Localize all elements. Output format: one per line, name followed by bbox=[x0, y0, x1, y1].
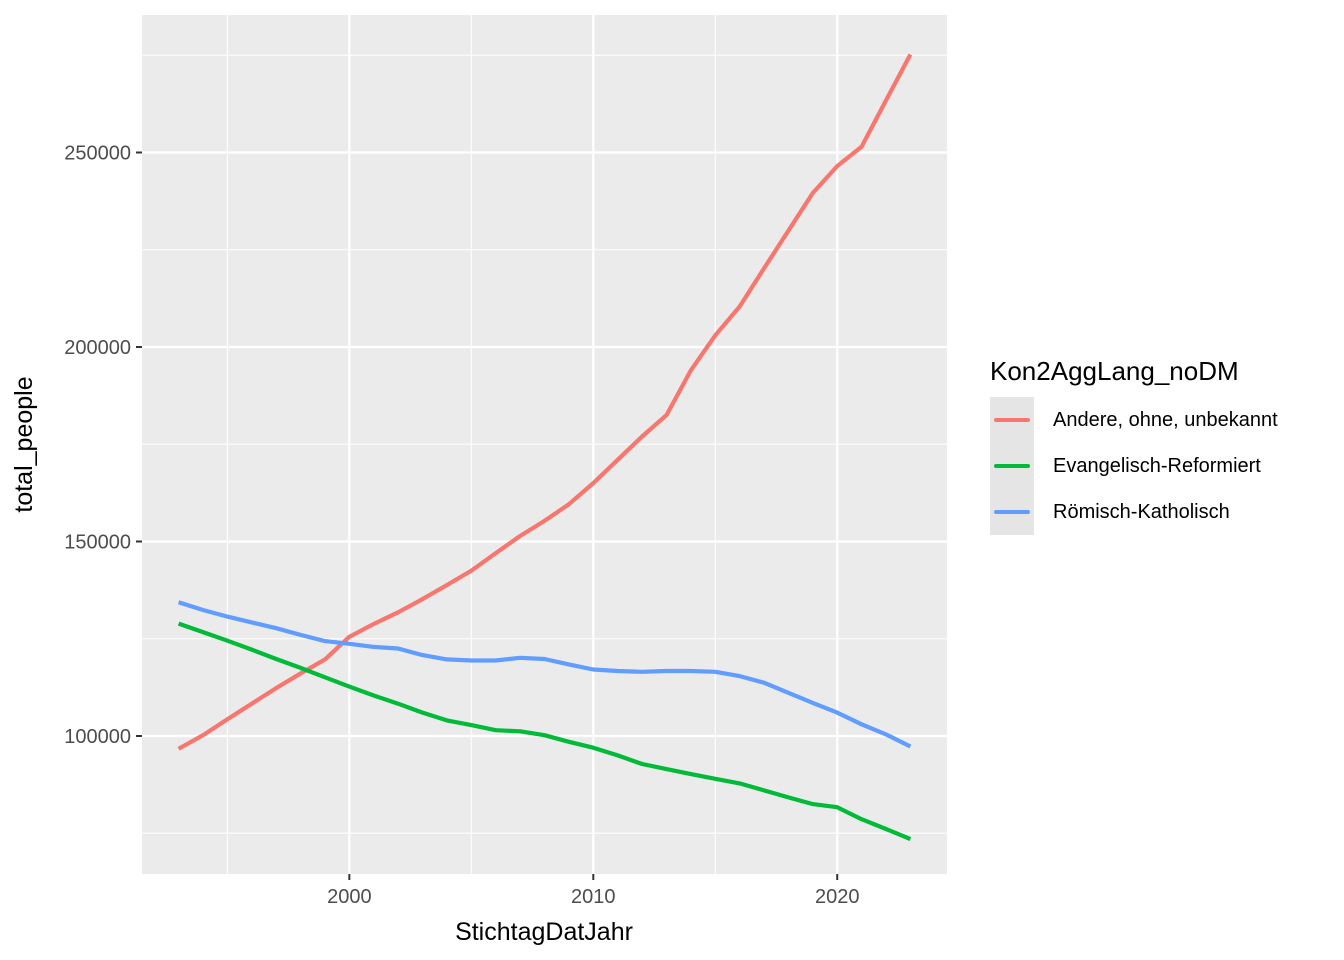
legend-item: Evangelisch-Reformiert bbox=[990, 443, 1278, 489]
legend-item-label: Römisch-Katholisch bbox=[1053, 500, 1230, 523]
axis-tick-marks bbox=[136, 151, 839, 880]
legend-key-line bbox=[994, 463, 1030, 469]
legend-item-label: Andere, ohne, unbekannt bbox=[1053, 408, 1278, 431]
x-tick-label: 2000 bbox=[327, 886, 372, 908]
axis-tick-labels: 2000 2010 2020 100000 150000 200000 250000 bbox=[64, 143, 859, 908]
series-line bbox=[177, 600, 912, 749]
legend-keys: Andere, ohne, unbekannt Evangelisch-Refo… bbox=[990, 397, 1278, 535]
y-tick-label: 100000 bbox=[64, 726, 131, 748]
legend-key-line bbox=[994, 509, 1030, 515]
y-tick-label: 150000 bbox=[64, 531, 131, 553]
y-tick-label: 250000 bbox=[64, 143, 131, 165]
legend-item: Römisch-Katholisch bbox=[990, 489, 1278, 535]
series-line bbox=[177, 53, 913, 751]
legend-key-swatch bbox=[990, 443, 1034, 489]
series-line bbox=[177, 621, 912, 842]
legend-title: Kon2AggLang_noDM bbox=[990, 356, 1239, 386]
x-axis-title: StichtagDatJahr bbox=[455, 918, 633, 946]
legend-key-swatch bbox=[990, 397, 1034, 443]
legend: Kon2AggLang_noDM Andere, ohne, unbekannt… bbox=[990, 357, 1278, 535]
legend-item-label: Evangelisch-Reformiert bbox=[1053, 454, 1261, 477]
y-tick-label: 200000 bbox=[64, 337, 131, 359]
major-gridlines bbox=[142, 15, 947, 874]
legend-key-line bbox=[994, 417, 1030, 423]
legend-key-swatch bbox=[990, 489, 1034, 535]
series-lines bbox=[177, 53, 913, 842]
legend-item: Andere, ohne, unbekannt bbox=[990, 397, 1278, 443]
x-tick-label: 2010 bbox=[571, 886, 616, 908]
x-tick-label: 2020 bbox=[815, 886, 860, 908]
y-axis-title: total_people bbox=[10, 376, 38, 512]
minor-gridlines bbox=[142, 15, 947, 874]
